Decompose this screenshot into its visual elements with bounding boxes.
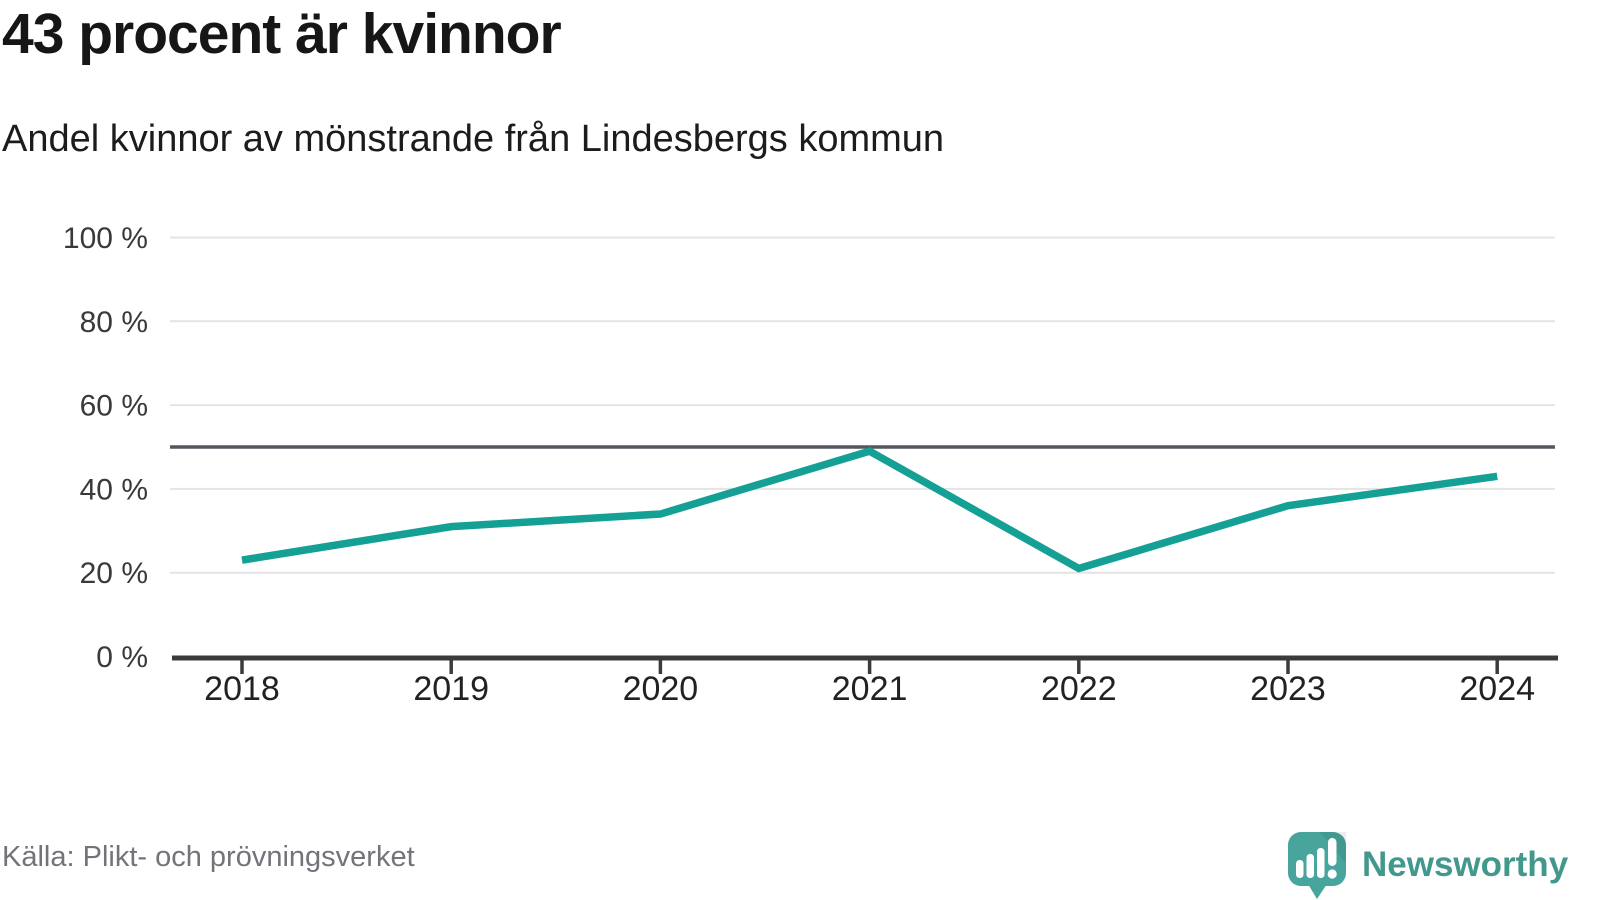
y-axis-tick-label: 100 %	[63, 222, 148, 255]
speech-bubble-bar-chart-icon	[1288, 832, 1346, 899]
x-axis-tick-label: 2021	[832, 670, 908, 708]
chart-title: 43 procent är kvinnor	[2, 2, 562, 66]
x-axis-tick-label: 2022	[1041, 670, 1117, 708]
y-axis-tick-label: 20 %	[80, 557, 148, 590]
newsworthy-logo: Newsworthy	[1286, 830, 1568, 900]
y-axis-tick-label: 0 %	[96, 641, 148, 674]
y-axis-tick-label: 40 %	[80, 473, 148, 506]
x-axis-tick-label: 2020	[623, 670, 699, 708]
x-axis-tick-label: 2019	[413, 670, 489, 708]
x-axis-tick-label: 2018	[204, 670, 280, 708]
x-axis-tick-label: 2023	[1250, 670, 1326, 708]
data-line	[241, 447, 1498, 573]
source-note: Källa: Plikt- och prövningsverket	[2, 841, 415, 873]
y-axis-tick-label: 80 %	[80, 306, 148, 339]
x-axis-tick-label: 2024	[1459, 670, 1535, 708]
chart-subtitle: Andel kvinnor av mönstrande från Lindesb…	[2, 118, 945, 160]
y-axis-tick-label: 60 %	[80, 390, 148, 423]
newsworthy-wordmark: Newsworthy	[1362, 845, 1569, 884]
